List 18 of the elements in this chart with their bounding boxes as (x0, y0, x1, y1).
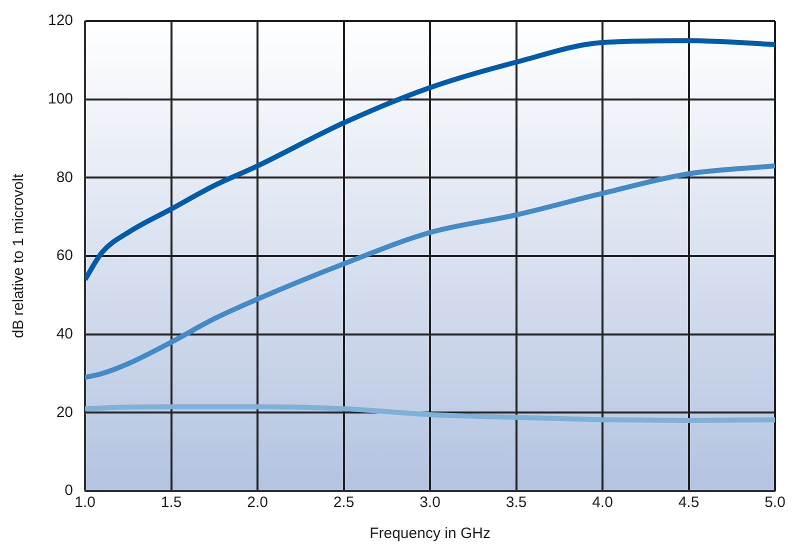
x-tick-label: 2.0 (247, 494, 268, 512)
y-tick-label: 120 (48, 12, 74, 30)
y-tick-label: 40 (56, 325, 74, 342)
x-tick-label: 1.5 (160, 494, 182, 512)
y-axis-title: dB relative to 1 microvolt (10, 173, 28, 338)
x-tick-label: 2.5 (333, 494, 354, 512)
y-tick-label: 100 (48, 90, 74, 108)
x-tick-label: 3.5 (506, 494, 527, 512)
x-tick-label: 1.0 (74, 494, 96, 512)
x-axis-title: Frequency in GHz (370, 525, 490, 542)
y-tick-label: 80 (56, 168, 74, 186)
x-tick-label: 4.0 (592, 494, 613, 512)
y-tick-label: 0 (64, 482, 74, 500)
x-tick-label: 5.0 (764, 494, 786, 512)
y-tick-label: 60 (56, 247, 74, 264)
y-tick-label: 20 (56, 404, 74, 421)
x-tick-label: 4.5 (678, 494, 700, 512)
x-tick-label: 3.0 (420, 494, 440, 512)
